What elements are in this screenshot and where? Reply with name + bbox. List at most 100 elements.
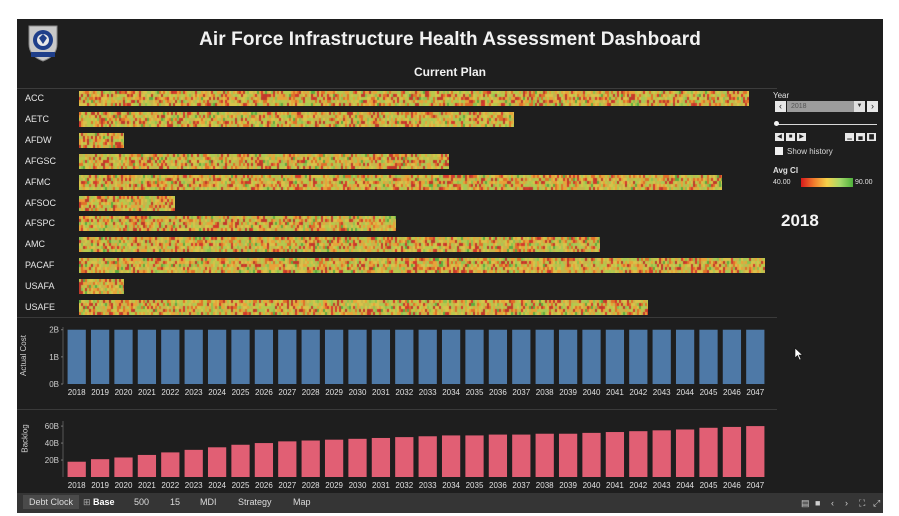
command-heatmap-bar[interactable] bbox=[79, 132, 124, 148]
bar-2026[interactable] bbox=[254, 443, 274, 477]
command-heatmap-bar[interactable] bbox=[79, 216, 396, 232]
bar-2022[interactable] bbox=[161, 329, 180, 384]
bar-2044[interactable] bbox=[675, 429, 695, 477]
bar-2043[interactable] bbox=[652, 430, 671, 477]
bar-2045[interactable] bbox=[699, 427, 718, 477]
bar-2023[interactable] bbox=[184, 449, 203, 477]
year-dropdown[interactable]: 2018 ▼ bbox=[787, 101, 865, 112]
color-legend-bar bbox=[801, 178, 853, 187]
bar-2023[interactable] bbox=[184, 329, 203, 384]
list-view-icon[interactable]: ▤ bbox=[801, 498, 810, 508]
y-tick-label: 0B bbox=[49, 380, 59, 389]
fullscreen-icon[interactable]: ⛶ bbox=[859, 498, 866, 508]
bar-2032[interactable] bbox=[395, 329, 414, 384]
bar-2020[interactable] bbox=[114, 329, 133, 384]
bar-2029[interactable] bbox=[324, 439, 344, 477]
command-heatmap-bar[interactable] bbox=[79, 237, 600, 253]
bar-2025[interactable] bbox=[231, 329, 250, 384]
bar-2022[interactable] bbox=[161, 452, 180, 477]
bar-2019[interactable] bbox=[90, 459, 110, 477]
bar-2021[interactable] bbox=[137, 454, 157, 477]
bar-2043[interactable] bbox=[652, 329, 671, 384]
bar-2019[interactable] bbox=[90, 329, 110, 384]
grid-view-icon[interactable]: ■ bbox=[815, 498, 821, 508]
bar-2046[interactable] bbox=[722, 329, 742, 384]
bar-2041[interactable] bbox=[605, 432, 625, 477]
bar-2038[interactable] bbox=[535, 329, 554, 384]
bar-2033[interactable] bbox=[418, 436, 437, 477]
bar-2040[interactable] bbox=[582, 329, 601, 384]
bar-2047[interactable] bbox=[746, 329, 765, 384]
command-label: AFGSC bbox=[25, 155, 57, 166]
command-heatmap-bar[interactable] bbox=[79, 258, 765, 274]
step-back-icon[interactable]: ◀ bbox=[775, 133, 784, 141]
bar-2028[interactable] bbox=[301, 329, 320, 384]
bar-2037[interactable] bbox=[512, 329, 531, 384]
bar-2044[interactable] bbox=[675, 329, 695, 384]
show-history-checkbox[interactable] bbox=[775, 147, 783, 155]
year-slider-handle[interactable] bbox=[774, 121, 779, 126]
tab-base[interactable]: ⊞ Base bbox=[83, 497, 115, 508]
next-sheet-icon[interactable]: › bbox=[845, 498, 848, 508]
speed-fast-icon[interactable]: ▆ bbox=[867, 133, 876, 141]
bar-2036[interactable] bbox=[488, 434, 508, 477]
play-icon[interactable]: ▶ bbox=[797, 133, 806, 141]
bar-2026[interactable] bbox=[254, 329, 274, 384]
tab-debt-clock[interactable]: Debt Clock bbox=[23, 495, 80, 509]
pause-icon[interactable]: ■ bbox=[786, 133, 795, 141]
bar-2035[interactable] bbox=[465, 435, 484, 477]
bar-2042[interactable] bbox=[629, 329, 648, 384]
bar-2027[interactable] bbox=[278, 441, 297, 477]
bar-2021[interactable] bbox=[137, 329, 157, 384]
bar-2036[interactable] bbox=[488, 329, 508, 384]
bar-2025[interactable] bbox=[231, 444, 250, 477]
bar-2028[interactable] bbox=[301, 440, 320, 477]
bar-2024[interactable] bbox=[207, 447, 227, 477]
speed-slow-icon[interactable]: ▁ bbox=[845, 133, 854, 141]
bar-2031[interactable] bbox=[371, 437, 391, 477]
prev-year-button[interactable]: ‹ bbox=[775, 101, 786, 112]
command-heatmap-bar[interactable] bbox=[79, 300, 648, 315]
bar-2020[interactable] bbox=[114, 457, 133, 477]
bar-2018[interactable] bbox=[67, 461, 86, 477]
bar-2024[interactable] bbox=[207, 329, 227, 384]
command-heatmap-bar[interactable] bbox=[79, 279, 124, 295]
command-heatmap-bar[interactable] bbox=[79, 91, 749, 106]
bar-2032[interactable] bbox=[395, 437, 414, 477]
bar-2039[interactable] bbox=[558, 329, 578, 384]
bar-2030[interactable] bbox=[348, 329, 367, 384]
bar-2038[interactable] bbox=[535, 433, 554, 477]
speed-medium-icon[interactable]: ▄ bbox=[856, 133, 865, 141]
tab-map[interactable]: Map bbox=[293, 497, 311, 507]
command-heatmap-bar[interactable] bbox=[79, 174, 722, 190]
bar-2035[interactable] bbox=[465, 329, 484, 384]
bar-2034[interactable] bbox=[441, 329, 461, 384]
command-heatmap-bar[interactable] bbox=[79, 195, 175, 211]
bar-2034[interactable] bbox=[441, 435, 461, 477]
tab-mdi[interactable]: MDI bbox=[200, 497, 217, 507]
year-slider-track[interactable] bbox=[775, 124, 877, 125]
command-heatmap-bar[interactable] bbox=[79, 111, 514, 127]
avg-ci-legend-title: Avg CI bbox=[773, 166, 799, 175]
tab-500[interactable]: 500 bbox=[134, 497, 150, 507]
bar-2040[interactable] bbox=[582, 432, 601, 477]
tab-15[interactable]: 15 bbox=[170, 497, 181, 507]
bar-2045[interactable] bbox=[699, 329, 718, 384]
command-heatmap-bar[interactable] bbox=[79, 153, 449, 169]
bar-2030[interactable] bbox=[348, 438, 367, 477]
bar-2046[interactable] bbox=[722, 426, 742, 477]
bar-2047[interactable] bbox=[746, 426, 765, 477]
bar-2027[interactable] bbox=[278, 329, 297, 384]
bar-2033[interactable] bbox=[418, 329, 437, 384]
next-year-button[interactable]: › bbox=[867, 101, 878, 112]
bar-2018[interactable] bbox=[67, 329, 86, 384]
bar-2041[interactable] bbox=[605, 329, 625, 384]
expand-icon[interactable]: ⤢ bbox=[873, 498, 881, 508]
bar-2042[interactable] bbox=[629, 431, 648, 477]
bar-2037[interactable] bbox=[512, 434, 531, 477]
bar-2031[interactable] bbox=[371, 329, 391, 384]
bar-2039[interactable] bbox=[558, 433, 578, 477]
bar-2029[interactable] bbox=[324, 329, 344, 384]
tab-strategy[interactable]: Strategy bbox=[238, 497, 272, 507]
prev-sheet-icon[interactable]: ‹ bbox=[831, 498, 834, 508]
